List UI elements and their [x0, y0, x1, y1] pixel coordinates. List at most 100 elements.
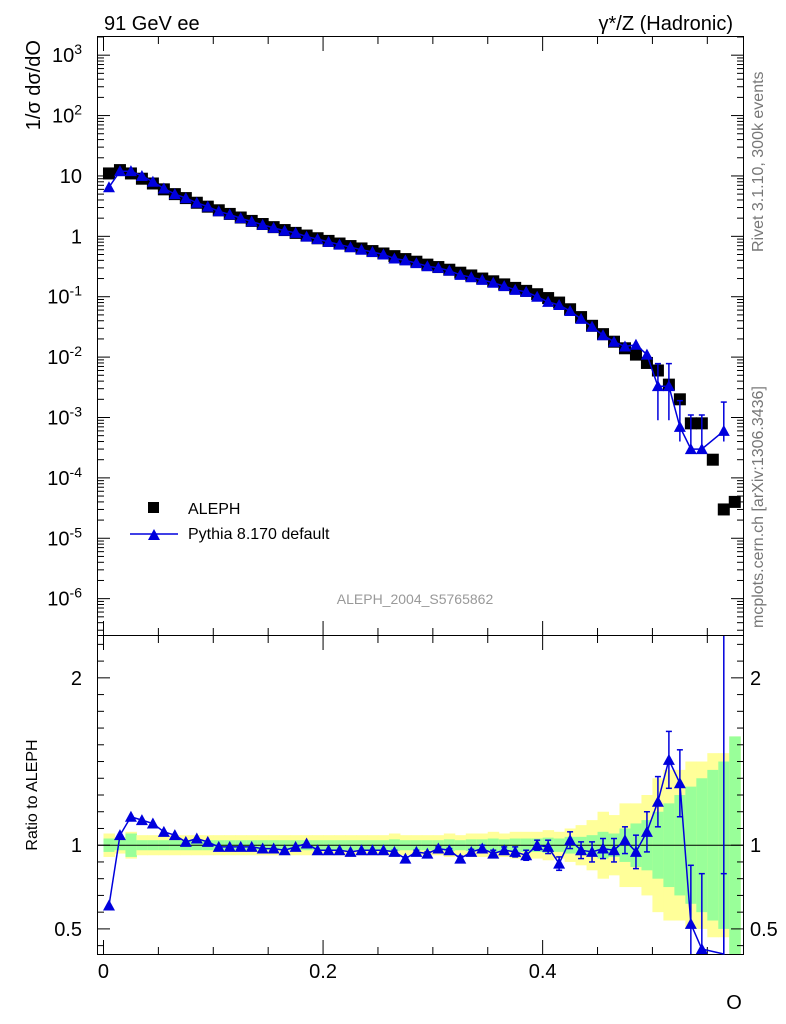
ratio-point	[135, 814, 148, 826]
pythia-point	[179, 192, 192, 204]
ratio-point	[388, 845, 401, 857]
upper-y-tick-label: 10-5	[47, 524, 82, 550]
ratio-point	[597, 842, 610, 854]
aleph-point	[640, 356, 653, 369]
aleph-point	[717, 503, 730, 516]
x-axis-label: O	[726, 992, 742, 1014]
ratio-point	[278, 844, 291, 856]
upper-frame	[97, 36, 744, 636]
x-tick-label: 0	[98, 961, 109, 983]
ratio-point	[168, 829, 181, 841]
pythia-point	[564, 305, 577, 317]
pythia-point	[124, 165, 137, 177]
pythia-point	[201, 200, 214, 212]
ratio-point	[157, 825, 170, 837]
pythia-point	[542, 295, 555, 307]
x-tick-label: 0.4	[529, 961, 557, 983]
pythia-point	[256, 218, 269, 230]
lower-data-marks	[98, 636, 743, 955]
ratio-point	[608, 844, 620, 856]
aleph-point	[706, 453, 719, 466]
ratio-point	[289, 840, 302, 852]
pythia-point	[410, 257, 423, 269]
upper-y-tick-label: 1	[71, 226, 82, 248]
pythia-point	[212, 205, 225, 217]
ratio-point	[234, 840, 247, 852]
pythia-point	[399, 254, 412, 266]
ratio-point	[212, 840, 225, 852]
pythia-point	[223, 208, 236, 220]
upper-y-axis-label: 1/σ dσ/dO	[23, 40, 45, 130]
pythia-point	[377, 248, 390, 260]
upper-y-tick-label: 10-4	[47, 464, 82, 490]
pythia-point	[102, 181, 115, 193]
ratio-point	[695, 942, 708, 954]
pythia-point	[640, 348, 653, 360]
pythia-point	[597, 329, 610, 341]
ratio-point	[476, 842, 489, 854]
ratio-point	[443, 844, 456, 856]
ratio-point	[124, 810, 137, 822]
ratio-point	[190, 832, 203, 844]
ratio-point	[201, 835, 214, 847]
pythia-point	[695, 443, 708, 455]
ratio-point	[377, 844, 390, 856]
ratio-point	[102, 899, 115, 911]
pythia-point	[575, 312, 588, 324]
aleph-point	[673, 393, 686, 406]
ratio-point	[344, 845, 357, 857]
rivet-version-label: Rivet 3.1.10, 300k events	[750, 71, 767, 252]
upper-data-marks	[102, 164, 741, 516]
pythia-point	[465, 271, 478, 283]
pythia-point	[366, 246, 379, 258]
lower-frame	[97, 635, 744, 955]
pythia-point	[135, 169, 148, 181]
ratio-point	[399, 852, 412, 864]
ratio-point	[267, 842, 280, 854]
lower-y-tick-label: 0.5	[54, 919, 82, 941]
legend: ALEPH Pythia 8.170 default	[130, 501, 330, 543]
legend-mc-label: Pythia 8.170 default	[188, 526, 330, 543]
ratio-point	[586, 845, 599, 857]
lower-y-tick-label-right: 0.5	[750, 919, 778, 941]
pythia-point	[487, 276, 500, 288]
ratio-point	[684, 917, 697, 929]
mcplots-label: mcplots.cern.ch [arXiv:1306.3436]	[750, 386, 767, 628]
pythia-line	[108, 170, 725, 450]
pythia-point	[476, 273, 489, 285]
upper-y-tick-label: 10-1	[47, 283, 82, 309]
ratio-point	[662, 753, 675, 765]
aleph-point	[728, 495, 741, 508]
pythia-point	[717, 424, 730, 436]
aleph-point	[629, 348, 642, 361]
ratio-point	[509, 845, 522, 857]
pythia-point	[344, 241, 357, 253]
pythia-point	[333, 238, 346, 250]
ratio-point	[146, 817, 159, 829]
ratio-point	[454, 852, 467, 864]
upper-y-tick-label: 10-3	[47, 403, 82, 429]
ratio-point	[640, 825, 653, 837]
aleph-point	[102, 167, 115, 180]
pythia-point	[245, 215, 258, 227]
pythia-point	[684, 443, 697, 455]
pythia-point	[278, 224, 291, 236]
pythia-point	[629, 338, 642, 350]
pythia-point	[311, 233, 324, 245]
ratio-point	[366, 844, 379, 856]
pythia-point	[509, 283, 522, 295]
x-tick-label: 0.2	[309, 961, 337, 983]
lower-ticks: 0.5 0.5 1 1 2 2 0 0.2 0.4	[54, 636, 778, 983]
pythia-point	[498, 280, 511, 292]
ratio-point	[223, 840, 236, 852]
plot-title: 91 GeV ee	[104, 13, 200, 35]
pythia-point	[267, 221, 280, 233]
pythia-point	[190, 196, 203, 208]
ratio-point	[333, 844, 346, 856]
pythia-point	[520, 285, 533, 297]
ratio-point	[651, 795, 664, 807]
ratio-point	[245, 840, 258, 852]
ratio-point	[322, 844, 335, 856]
pythia-point	[553, 298, 566, 310]
upper-y-tick-label: 103	[52, 41, 82, 67]
